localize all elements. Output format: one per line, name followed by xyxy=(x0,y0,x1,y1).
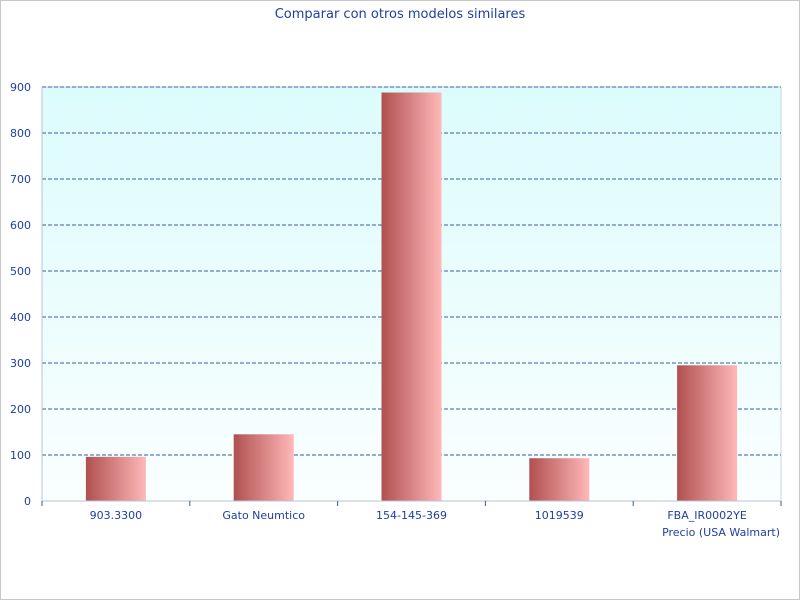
bar xyxy=(381,92,442,502)
y-tick-label: 200 xyxy=(10,403,31,416)
chart-title: Comparar con otros modelos similares xyxy=(275,7,526,22)
y-tick-label: 0 xyxy=(24,495,31,508)
y-tick-label: 500 xyxy=(10,265,31,278)
y-tick-label: 800 xyxy=(10,127,31,140)
y-tick-label: 300 xyxy=(10,357,31,370)
x-axis-label: Precio (USA Walmart) xyxy=(662,526,780,539)
x-axis: 903.3300 Gato Neumtico 154-145-369 1019539 F… xyxy=(41,500,782,522)
x-tick-label: FBA_IR0002YE xyxy=(667,509,746,522)
x-tick-label: Gato Neumtico xyxy=(222,509,305,522)
y-tick-label: 400 xyxy=(10,311,31,324)
x-tick-label: 903.3300 xyxy=(90,509,143,522)
x-tick-label: 154-145-369 xyxy=(376,509,447,522)
bars xyxy=(85,92,738,502)
y-tick-label: 900 xyxy=(10,81,31,94)
x-tick-label: 1019539 xyxy=(535,509,584,522)
y-tick-label: 600 xyxy=(10,219,31,232)
bar xyxy=(85,456,146,501)
bar xyxy=(677,365,738,501)
y-tick-label: 100 xyxy=(10,449,31,462)
bar xyxy=(233,434,294,501)
y-axis: 0 100 200 300 400 500 600 700 800 900 xyxy=(10,81,43,508)
y-tick-label: 700 xyxy=(10,173,31,186)
bar xyxy=(529,458,590,501)
